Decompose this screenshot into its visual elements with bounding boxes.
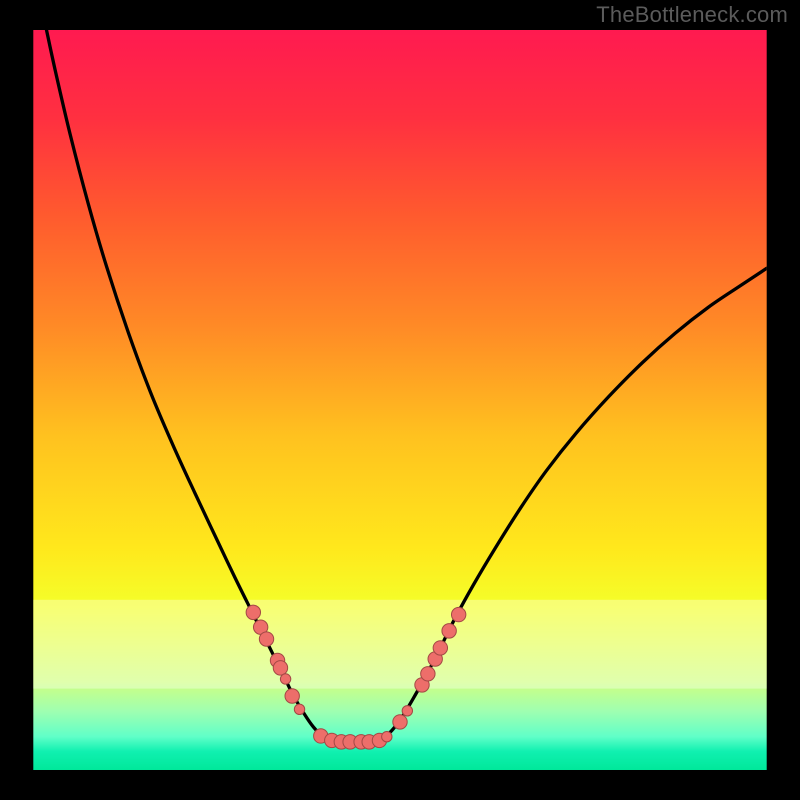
data-marker xyxy=(451,607,465,621)
pale-band xyxy=(33,600,766,689)
data-marker xyxy=(259,632,273,646)
data-marker xyxy=(273,661,287,675)
watermark-text: TheBottleneck.com xyxy=(596,2,788,28)
data-marker xyxy=(402,706,412,716)
chart-stage: TheBottleneck.com xyxy=(0,0,800,800)
data-marker xyxy=(294,704,304,714)
data-marker xyxy=(280,674,290,684)
data-marker xyxy=(285,689,299,703)
data-marker xyxy=(433,641,447,655)
bottleneck-chart xyxy=(0,0,800,800)
data-marker xyxy=(246,605,260,619)
data-marker xyxy=(442,624,456,638)
data-marker xyxy=(382,732,392,742)
data-marker xyxy=(421,667,435,681)
data-marker xyxy=(393,715,407,729)
